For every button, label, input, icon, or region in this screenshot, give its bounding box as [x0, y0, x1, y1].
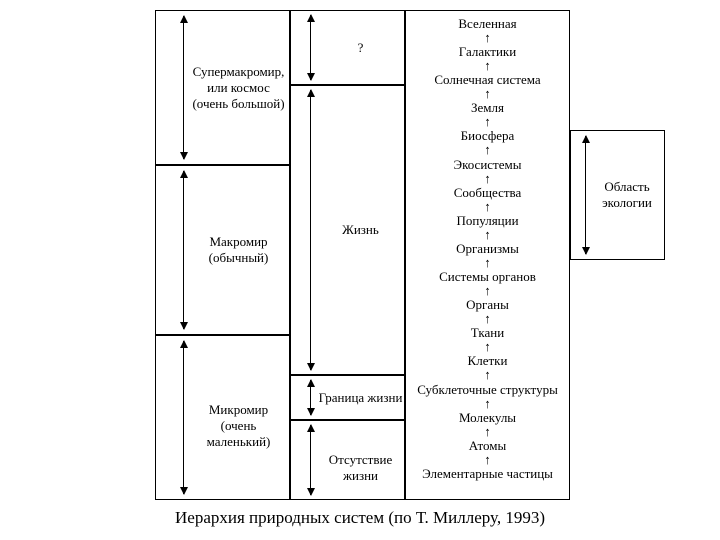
hierarchy-arrow-6: ↑ [407, 200, 568, 213]
col2-label-1: Жизнь [318, 222, 403, 238]
col2-arrow-3 [310, 425, 311, 495]
hierarchy-arrow-11: ↑ [407, 340, 568, 353]
col2-label-0: ? [318, 40, 403, 56]
side-label: Область экологии [591, 179, 663, 212]
figure-caption: Иерархия природных систем (по Т. Миллеру… [0, 508, 720, 528]
hierarchy-arrow-2: ↑ [407, 87, 568, 100]
hierarchy-arrow-1: ↑ [407, 59, 568, 72]
col1-arrow-2 [183, 341, 184, 494]
col1-label-2: Микромир (очень маленький) [191, 402, 286, 451]
col1-label-0: Супермакромир, или космос (очень большой… [191, 64, 286, 113]
col2-arrow-1 [310, 90, 311, 370]
col2-label-3: Отсутствие жизни [318, 452, 403, 485]
hierarchy-arrow-13: ↑ [407, 397, 568, 410]
hierarchy-arrow-4: ↑ [407, 143, 568, 156]
hierarchy-arrow-0: ↑ [407, 31, 568, 44]
hierarchy-arrow-15: ↑ [407, 453, 568, 466]
hierarchy-arrow-9: ↑ [407, 284, 568, 297]
col2-arrow-0 [310, 15, 311, 80]
hierarchy-arrow-3: ↑ [407, 115, 568, 128]
col1-arrow-1 [183, 171, 184, 329]
col1-label-1: Макромир (обычный) [191, 234, 286, 267]
hierarchy-arrow-10: ↑ [407, 312, 568, 325]
col2-label-2: Граница жизни [318, 390, 403, 406]
hierarchy-arrow-8: ↑ [407, 256, 568, 269]
hierarchy-item-16: Элементарные частицы [407, 466, 568, 482]
hierarchy-arrow-7: ↑ [407, 228, 568, 241]
col1-arrow-0 [183, 16, 184, 159]
hierarchy-arrow-12: ↑ [407, 368, 568, 381]
side-arrow [585, 136, 586, 254]
hierarchy-arrow-14: ↑ [407, 425, 568, 438]
col2-arrow-2 [310, 380, 311, 415]
hierarchy-arrow-5: ↑ [407, 172, 568, 185]
